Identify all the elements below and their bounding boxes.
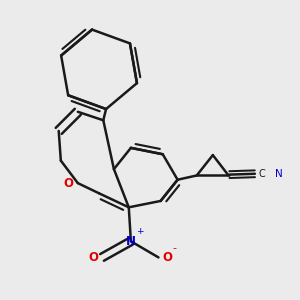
Text: -: - [172,243,177,253]
Text: N: N [126,235,136,248]
Text: +: + [136,227,144,236]
Text: O: O [162,251,172,264]
Text: C: C [258,169,265,179]
Text: N: N [275,169,283,179]
Text: O: O [88,251,98,264]
Text: O: O [64,177,74,190]
